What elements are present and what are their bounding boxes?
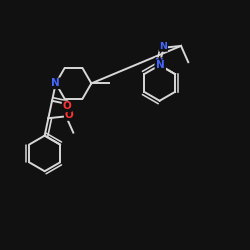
Text: N: N	[159, 42, 167, 51]
Text: N: N	[155, 58, 164, 68]
Text: O: O	[62, 102, 71, 112]
Text: O: O	[65, 110, 74, 120]
Text: N: N	[156, 60, 165, 70]
Text: N: N	[52, 78, 60, 88]
